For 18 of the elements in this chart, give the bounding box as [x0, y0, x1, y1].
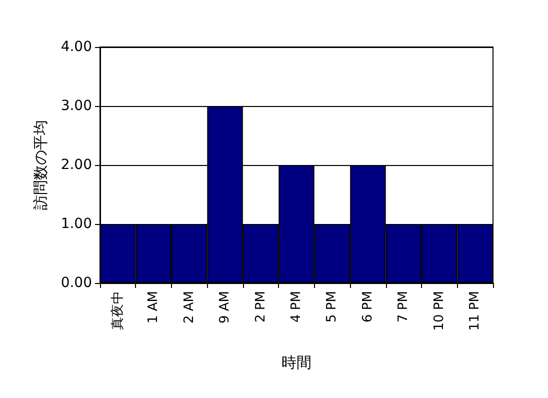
x-tick-label: 7 PM [396, 291, 412, 322]
x-tick-label: 2 PM [253, 291, 268, 322]
x-tick-label: 4 PM [289, 291, 304, 322]
y-tick-label: 0.00 [60, 275, 92, 291]
x-tick-label: 2 AM [182, 291, 197, 324]
y-tick-label: 2.00 [60, 157, 92, 173]
x-tick-label: 10 PM [432, 291, 447, 331]
y-tick-label: 3.00 [60, 98, 92, 114]
x-tick-label: 11 PM [468, 291, 483, 331]
y-tick-label: 4.00 [60, 39, 92, 55]
x-axis-title: 時間 [282, 354, 312, 372]
x-tick-label: 1 AM [146, 291, 162, 324]
x-tick-label: 6 PM [360, 291, 376, 322]
x-tick-label: 真夜中 [109, 291, 126, 330]
y-tick-label: 1.00 [60, 216, 92, 232]
y-axis-title: 訪問数の平均 [32, 120, 50, 210]
x-tick-label: 9 AM [218, 291, 233, 324]
x-tick-label: 5 PM [324, 291, 340, 322]
